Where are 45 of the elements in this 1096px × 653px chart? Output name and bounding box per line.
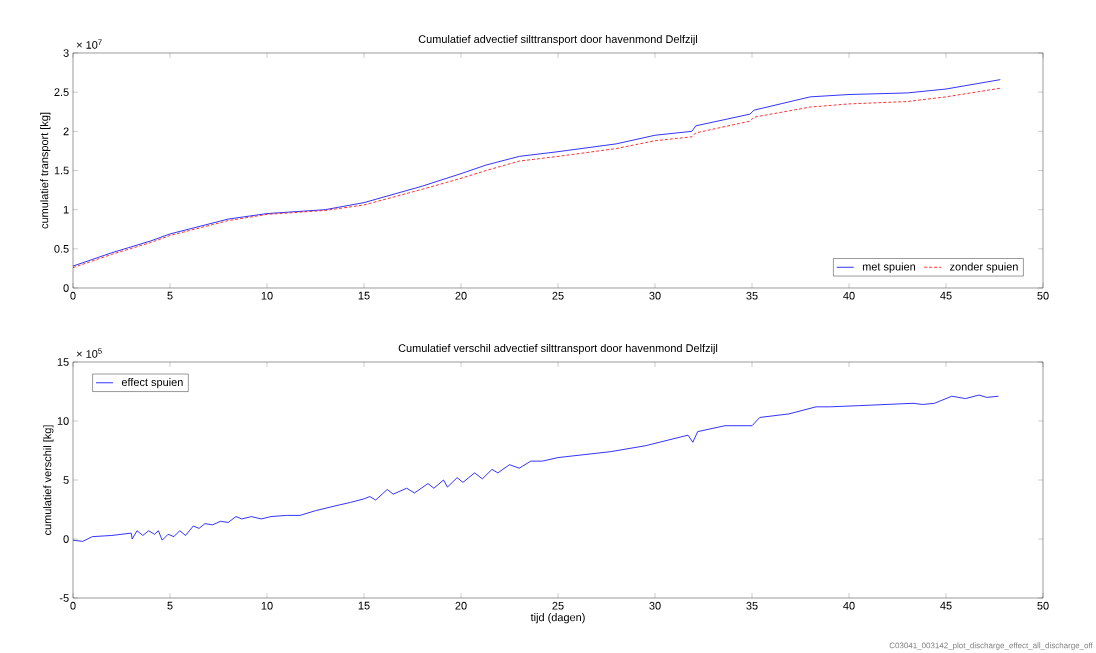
x-tick-label: 45 [940,601,952,610]
y-tick-label: 1.5 [54,166,69,175]
x-tick-label: 50 [1037,291,1049,300]
legend-label: met spuien [862,262,916,273]
x-tick-label: 30 [649,601,661,610]
x-axis-title: tijd (dagen) [530,613,585,624]
text: × 10$^{5}$ [76,348,102,358]
chart-title: Cumulatief advectief silttransport door havenmond Delfzijl [418,34,698,46]
x-tick-label: 15 [358,291,370,300]
line-series [73,394,999,542]
y-tick-label: 15 [57,358,69,366]
x-tick-label: 45 [940,291,952,300]
y-tick-label: 5 [63,476,69,484]
y-tick-label: 2.5 [54,88,69,97]
x-tick-label: 5 [167,291,173,300]
x-tick-label: 40 [843,601,855,610]
x-tick-label: 25 [552,601,564,610]
x-tick-label: 50 [1037,601,1049,610]
x-tick-label: 0 [70,601,76,610]
y-tick-label: 10 [57,417,69,425]
x-tick-label: 25 [552,291,564,300]
x-tick-label: 10 [261,291,273,300]
x-tick-label: 20 [455,291,467,300]
y-tick-label: 1 [63,205,69,214]
x-tick-label: 5 [167,601,173,610]
x-tick-label: 10 [261,601,273,610]
legend-label: effect spuien [121,377,183,389]
y-tick-label: 0 [63,535,69,543]
y-tick-label: -5 [59,594,69,602]
y-tick-label: 3 [63,49,69,57]
chart-title: Cumulatief verschil advectief silttransport door havenmond Delfzijl [398,343,718,355]
y-tick-label: 0 [63,284,69,292]
x-tick-label: 35 [746,291,758,300]
text: × 10$^{7}$ [76,39,102,49]
y-axis-title: cumulatief verschil [kg] [43,425,54,535]
x-tick-label: 40 [843,291,855,300]
y-tick-label: 2 [63,127,69,136]
x-tick-label: 0 [70,291,76,300]
y-tick-label: 0.5 [54,244,69,253]
legend-label: zonder spuien [950,262,1018,273]
x-tick-label: 35 [746,601,758,610]
x-tick-label: 20 [455,601,467,610]
x-tick-label: 15 [358,601,370,610]
x-tick-label: 30 [649,291,661,300]
y-axis-title: cumulatief transport [kg] [40,112,51,229]
